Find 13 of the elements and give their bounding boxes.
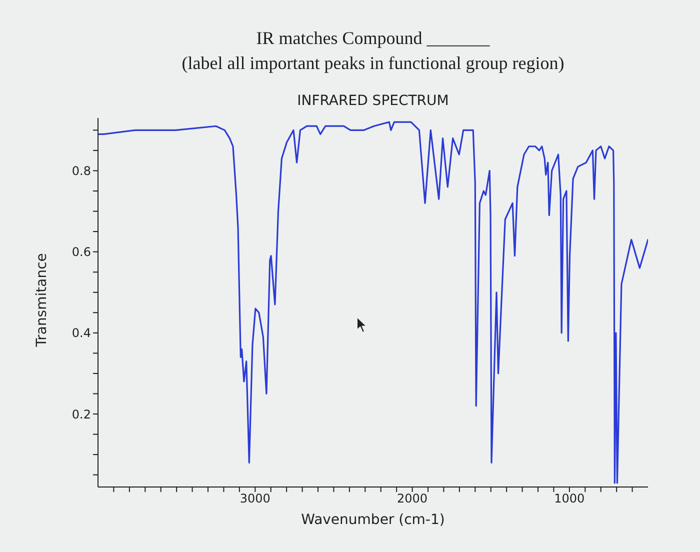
x-tick-label: 3000 xyxy=(240,492,270,506)
y-tick-label: 0.6 xyxy=(72,245,91,260)
x-tick-label: 1000 xyxy=(554,492,585,506)
y-tick-label: 0.2 xyxy=(72,407,91,422)
chart-subtitle: (label all important peaks in functional group region) xyxy=(180,53,566,74)
line-series xyxy=(98,121,648,484)
x-tick-label: 2000 xyxy=(397,492,428,506)
x-axis-title: Wavenumber (cm-1) xyxy=(300,512,446,528)
y-tick-label: 0.4 xyxy=(72,326,91,340)
y-axis-title: Transmitance xyxy=(34,253,50,347)
chart-title: IR matches Compound _______ xyxy=(255,28,491,49)
y-tick-label: 0.8 xyxy=(72,164,91,178)
text: INFRARED SPECTRUM xyxy=(296,93,450,109)
